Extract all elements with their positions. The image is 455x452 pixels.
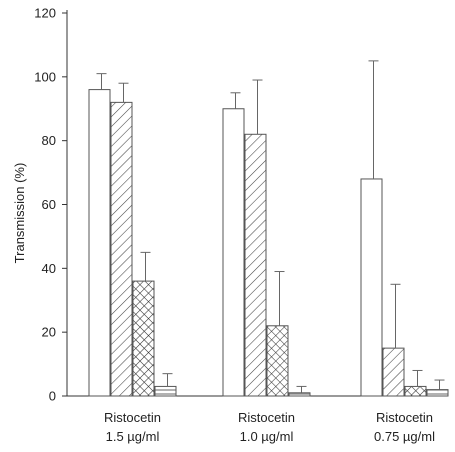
category-label-line1: Ristocetin — [238, 410, 295, 425]
category-label-line2: 0.75 µg/ml — [374, 429, 435, 444]
error-bars — [96, 60, 445, 393]
y-tick-label: 0 — [49, 389, 56, 404]
y-axis-title: Transmission (%) — [12, 163, 27, 264]
bar-crosshatch-2 — [266, 325, 289, 397]
bar-horizontal-2 — [288, 392, 311, 397]
bar-diagonal-1 — [110, 101, 133, 397]
y-tick-label: 20 — [42, 325, 56, 340]
category-label-line2: 1.5 µg/ml — [106, 429, 160, 444]
bar-diagonal-3 — [382, 347, 405, 397]
y-tick-label: 60 — [42, 197, 56, 212]
bar-diagonal-2 — [244, 133, 267, 397]
category-label-line2: 1.0 µg/ml — [240, 429, 294, 444]
bar-crosshatch-1 — [132, 280, 155, 397]
category-label-line1: Ristocetin — [376, 410, 433, 425]
category-labels: Ristocetin 1.5 µg/ml Ristocetin 1.0 µg/ml Ri… — [104, 410, 435, 444]
bar-horizontal-3 — [426, 389, 449, 397]
y-tick-label: 120 — [34, 6, 56, 21]
bars — [88, 89, 449, 397]
bar-open-3 — [360, 178, 383, 397]
category-label-line1: Ristocetin — [104, 410, 161, 425]
y-axis-ticks: 0 20 40 60 80 100 120 — [34, 6, 67, 404]
y-tick-label: 100 — [34, 69, 56, 84]
y-tick-label: 40 — [42, 261, 56, 276]
bar-open-2 — [222, 108, 245, 397]
bar-horizontal-1 — [154, 385, 177, 397]
y-tick-label: 80 — [42, 133, 56, 148]
bar-open-1 — [88, 89, 111, 397]
bar-crosshatch-3 — [404, 385, 427, 397]
